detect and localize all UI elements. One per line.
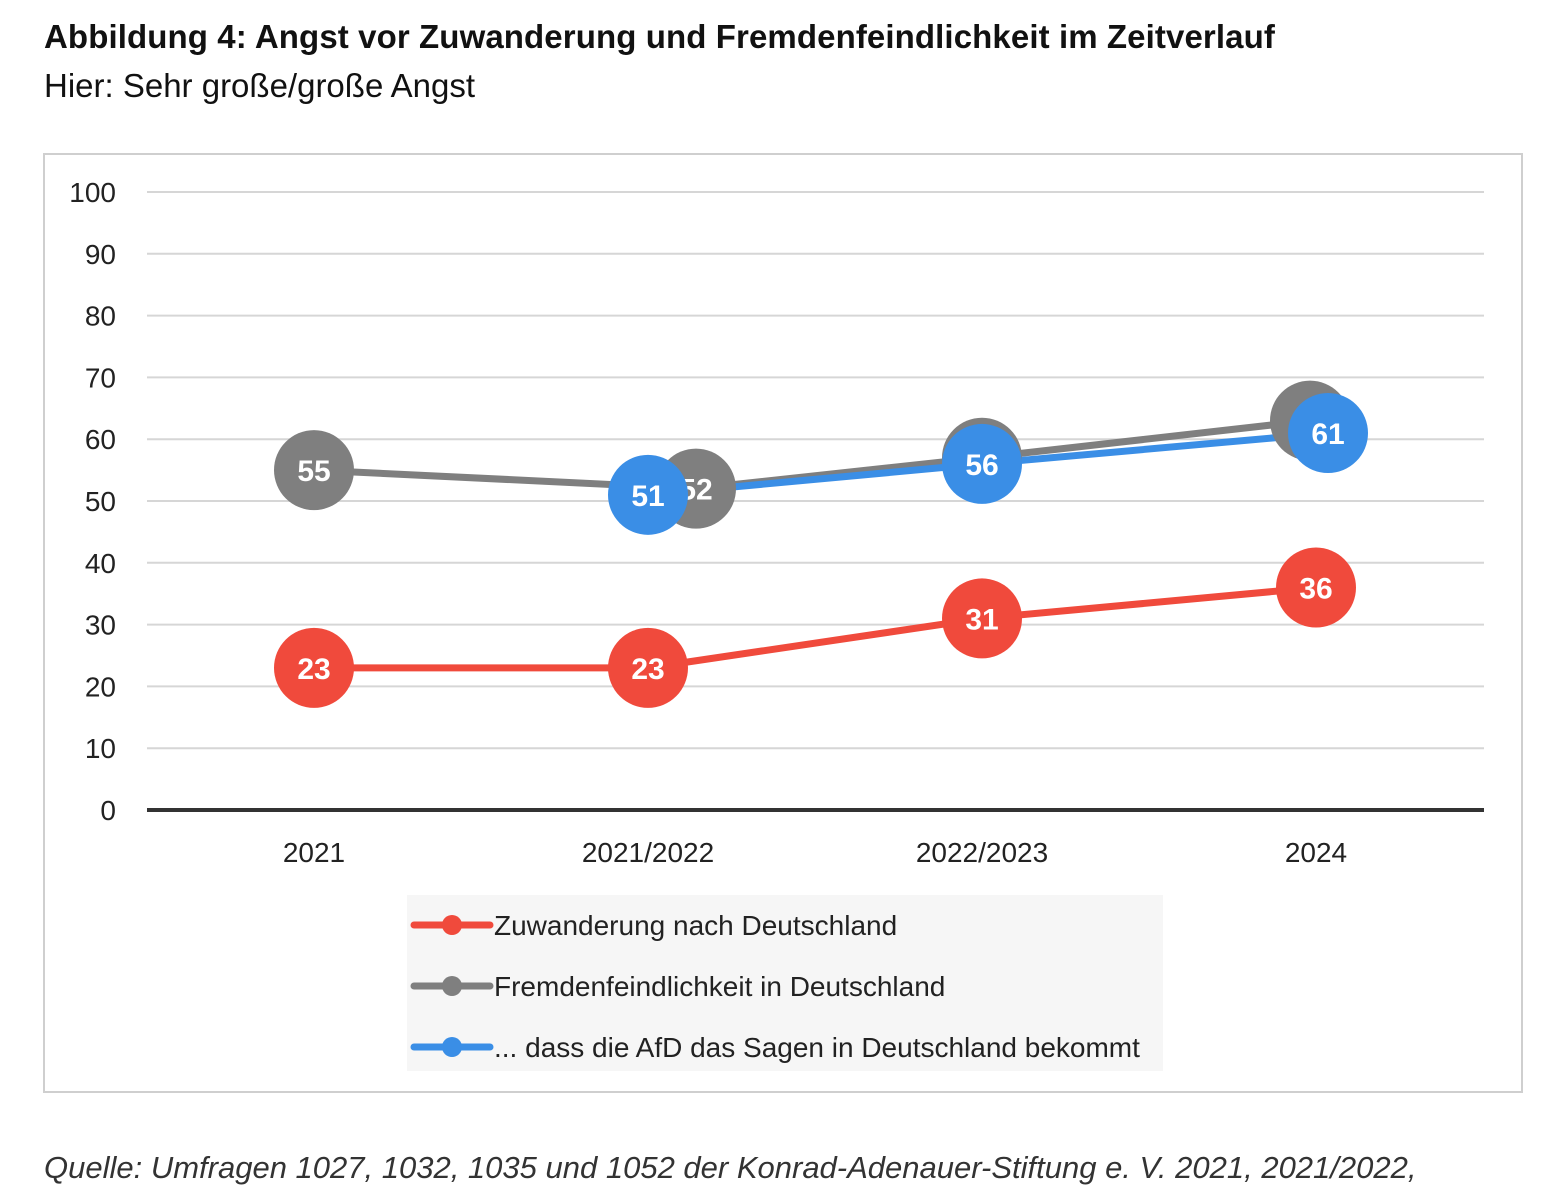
y-tick-label: 90 xyxy=(85,239,116,270)
zuwanderung-data-label: 23 xyxy=(631,653,664,686)
afd-data-label: 51 xyxy=(631,480,664,513)
afd-data-label: 56 xyxy=(965,449,998,482)
zuwanderung-data-label: 36 xyxy=(1299,573,1332,606)
y-tick-label: 100 xyxy=(69,177,116,208)
fremdenfeindlichkeit-data-label: 55 xyxy=(297,455,330,488)
fremdenfeindlichkeit-marker xyxy=(274,430,354,511)
zuwanderung-data-label: 31 xyxy=(965,603,998,636)
zuwanderung-marker xyxy=(608,627,688,708)
y-tick-label: 50 xyxy=(85,486,116,517)
source-note: Quelle: Umfragen 1027, 1032, 1035 und 10… xyxy=(44,1150,1417,1185)
legend-fremdenfeindlichkeit-marker xyxy=(442,976,462,996)
legend-fremdenfeindlichkeit-label: Fremdenfeindlichkeit in Deutschland xyxy=(494,971,945,1002)
y-tick-label: 0 xyxy=(100,795,116,826)
x-tick-label: 2021/2022 xyxy=(582,837,714,868)
zuwanderung-line xyxy=(314,584,1317,672)
x-tick-label: 2021 xyxy=(283,837,345,868)
zuwanderung-marker xyxy=(274,627,354,708)
afd-data-label: 61 xyxy=(1311,418,1344,451)
chart-frame xyxy=(43,153,1523,1093)
legend-zuwanderung-label: Zuwanderung nach Deutschland xyxy=(494,910,897,941)
zuwanderung-marker xyxy=(1276,547,1356,628)
x-tick-label: 2024 xyxy=(1285,837,1347,868)
legend-box xyxy=(407,895,1163,1071)
legend-afd-marker xyxy=(442,1037,462,1057)
afd-marker xyxy=(1288,393,1368,474)
y-tick-label: 80 xyxy=(85,301,116,332)
y-tick-label: 60 xyxy=(85,424,116,455)
legend-zuwanderung-marker xyxy=(442,915,462,935)
zuwanderung-data-label: 23 xyxy=(297,653,330,686)
figure-title: Abbildung 4: Angst vor Zuwanderung und F… xyxy=(44,18,1275,55)
line-chart: 0 10 20 30 40 50 60 70 80 90 100 2021 2021/2022 2022/… xyxy=(69,177,1484,1071)
afd-marker xyxy=(942,423,1022,504)
zuwanderung-marker xyxy=(942,578,1022,659)
legend-afd-label: ... dass die AfD das Sagen in Deutschlan… xyxy=(494,1032,1140,1063)
afd-marker xyxy=(608,454,688,535)
fremdenfeindlichkeit-line xyxy=(313,417,1311,493)
y-tick-label: 40 xyxy=(85,548,116,579)
figure-subtitle: Hier: Sehr große/große Angst xyxy=(44,67,476,104)
y-tick-label: 10 xyxy=(85,733,116,764)
x-tick-label: 2022/2023 xyxy=(916,837,1048,868)
y-tick-label: 70 xyxy=(85,362,116,393)
y-tick-label: 30 xyxy=(85,610,116,641)
y-tick-label: 20 xyxy=(85,671,116,702)
